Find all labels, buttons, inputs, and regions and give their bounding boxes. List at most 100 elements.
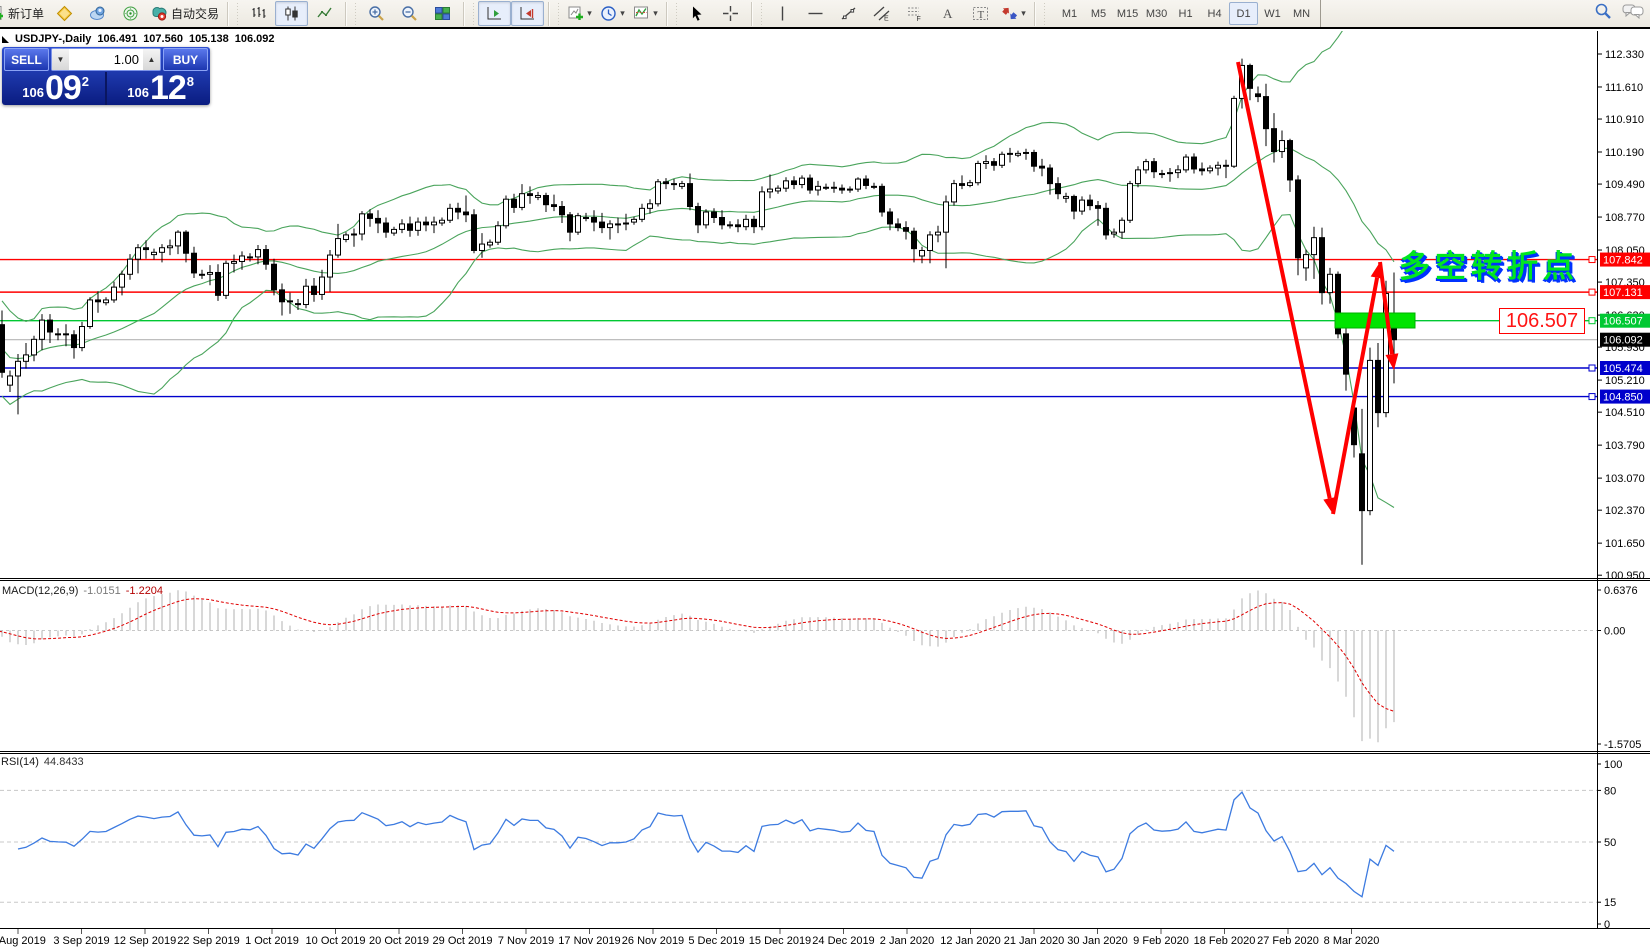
candle-body [1375, 359, 1381, 414]
trend-arrow-line[interactable] [1378, 261, 1394, 355]
candle-body [631, 218, 637, 223]
candle-body [791, 180, 797, 186]
bar-chart-button[interactable] [242, 1, 275, 26]
candle-body [1127, 183, 1133, 221]
sell-price[interactable]: 106 09 2 [2, 71, 105, 105]
highlight-zone-rect[interactable] [1334, 312, 1416, 329]
horizontal-line-button[interactable] [799, 1, 832, 26]
chevron-down-icon: ▾ [1021, 8, 1026, 18]
chat-icon[interactable] [1622, 2, 1644, 20]
navigator-button[interactable] [114, 1, 147, 26]
price-tick-label: 101.650 [1605, 538, 1645, 550]
tf-button-m1[interactable]: M1 [1061, 7, 1078, 20]
candle-body [79, 326, 85, 349]
zoom-in-button[interactable] [360, 1, 393, 26]
fibonacci-button[interactable]: F [898, 1, 931, 26]
candle-body [1247, 64, 1253, 89]
macd-histogram [1, 590, 1395, 743]
auto-scroll-button[interactable] [478, 1, 512, 26]
tf-button-w1[interactable]: W1 [1264, 7, 1281, 20]
trendline-button[interactable] [832, 1, 865, 26]
line-chart-button[interactable] [308, 1, 341, 26]
sell-button[interactable]: SELL [4, 48, 49, 71]
tf-button-mn[interactable]: MN [1292, 7, 1311, 20]
volume-input[interactable] [69, 49, 143, 70]
line-anchor[interactable] [1588, 393, 1596, 401]
buy-button[interactable]: BUY [163, 48, 208, 71]
rsi-panel [0, 789, 1597, 903]
candle-body [439, 219, 445, 224]
candle-body [1071, 195, 1077, 212]
date-tick-label: 20 Oct 2019 [369, 935, 429, 947]
new-order-button[interactable]: 新订单 [0, 1, 48, 26]
periods-dropdown[interactable]: ▾ [596, 1, 629, 26]
text-label-button[interactable]: T [964, 1, 997, 26]
candle-body [1159, 173, 1165, 176]
data-window-button[interactable] [81, 1, 114, 26]
crosshair-button[interactable] [714, 1, 747, 26]
candle-body [831, 186, 837, 189]
tf-button-h1[interactable]: H1 [1178, 7, 1193, 20]
ohlc-close: 106.092 [234, 33, 275, 45]
candle-body [183, 231, 189, 254]
autotrade-button[interactable]: 自动交易 [147, 1, 223, 26]
vertical-line-button[interactable] [766, 1, 799, 26]
candle-body [7, 375, 13, 386]
candle-body [1271, 128, 1277, 153]
text-button[interactable]: A [931, 1, 964, 26]
channel-button[interactable]: E [865, 1, 898, 26]
candle-body [1295, 179, 1301, 259]
trend-arrow-line[interactable] [1331, 277, 1380, 515]
tf-button-m15[interactable]: M15 [1116, 7, 1139, 20]
volume-decrease-button[interactable]: ▼ [52, 49, 69, 70]
candle-body [311, 285, 317, 295]
arrows-dropdown[interactable]: ▾ [997, 1, 1030, 26]
price-callout-label[interactable]: 106.507 [1499, 308, 1585, 334]
date-tick-label: 7 Nov 2019 [498, 935, 554, 947]
buy-price[interactable]: 106 12 8 [107, 69, 210, 108]
volume-increase-button[interactable]: ▲ [143, 49, 160, 70]
search-icon[interactable] [1594, 2, 1612, 20]
cursor-button[interactable] [681, 1, 714, 26]
new-chart-dropdown[interactable]: ▾ [563, 1, 596, 26]
candlestick-chart-button[interactable] [275, 1, 309, 26]
macd-signal-value: -1.2204 [125, 585, 164, 597]
line-anchor[interactable] [1588, 288, 1596, 296]
date-tick-label: 17 Nov 2019 [558, 935, 620, 947]
buy-price-prefix: 106 [127, 85, 149, 100]
buy-price-big: 12 [149, 69, 187, 108]
toolbar-grip [235, 2, 241, 25]
toolbar-divider [1320, 0, 1322, 27]
price-axis: 112.330 111.610 110.910 110.190 109.490 108.7… [1588, 49, 1650, 931]
candle-body [391, 228, 397, 234]
line-anchor[interactable] [1588, 256, 1596, 264]
candle-body [15, 360, 21, 377]
chart-shift-button[interactable] [511, 1, 545, 26]
market-watch-button[interactable] [48, 1, 81, 26]
tf-button-m30[interactable]: M30 [1145, 7, 1168, 20]
zoom-out-button[interactable] [393, 1, 426, 26]
price-tick-label: 105.210 [1605, 375, 1645, 387]
candle-body [535, 195, 541, 198]
tf-button-d1[interactable]: D1 [1229, 2, 1259, 25]
date-tick-label: 29 Oct 2019 [433, 935, 493, 947]
tf-button-m5[interactable]: M5 [1090, 7, 1107, 20]
tf-button-h4[interactable]: H4 [1207, 7, 1222, 20]
trend-arrow-line[interactable] [1236, 61, 1332, 499]
candle-body [895, 223, 901, 229]
date-tick-label: 12 Sep 2019 [114, 935, 176, 947]
date-tick-label: 22 Sep 2019 [177, 935, 239, 947]
candle-body [919, 249, 925, 257]
tile-windows-button[interactable] [426, 1, 459, 26]
line-anchor[interactable] [1588, 317, 1596, 325]
candle-body [903, 227, 909, 232]
candle-body [215, 271, 221, 296]
indicators-icon [634, 6, 649, 19]
indicators-dropdown[interactable]: ▾ [629, 1, 662, 26]
line-anchor[interactable] [1588, 364, 1596, 372]
date-tick-label: 9 Feb 2020 [1133, 935, 1189, 947]
price-badge-label: 106.507 [1603, 316, 1643, 328]
candle-body [599, 221, 605, 229]
candle-body [63, 333, 69, 336]
